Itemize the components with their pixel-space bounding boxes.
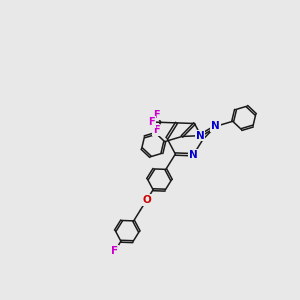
Text: F: F — [153, 110, 160, 120]
Text: N: N — [189, 150, 198, 160]
Text: F: F — [111, 246, 118, 256]
Text: O: O — [142, 195, 151, 205]
Text: F: F — [153, 125, 159, 135]
Text: N: N — [196, 131, 204, 141]
Text: N: N — [211, 122, 220, 131]
Text: F: F — [148, 117, 155, 127]
